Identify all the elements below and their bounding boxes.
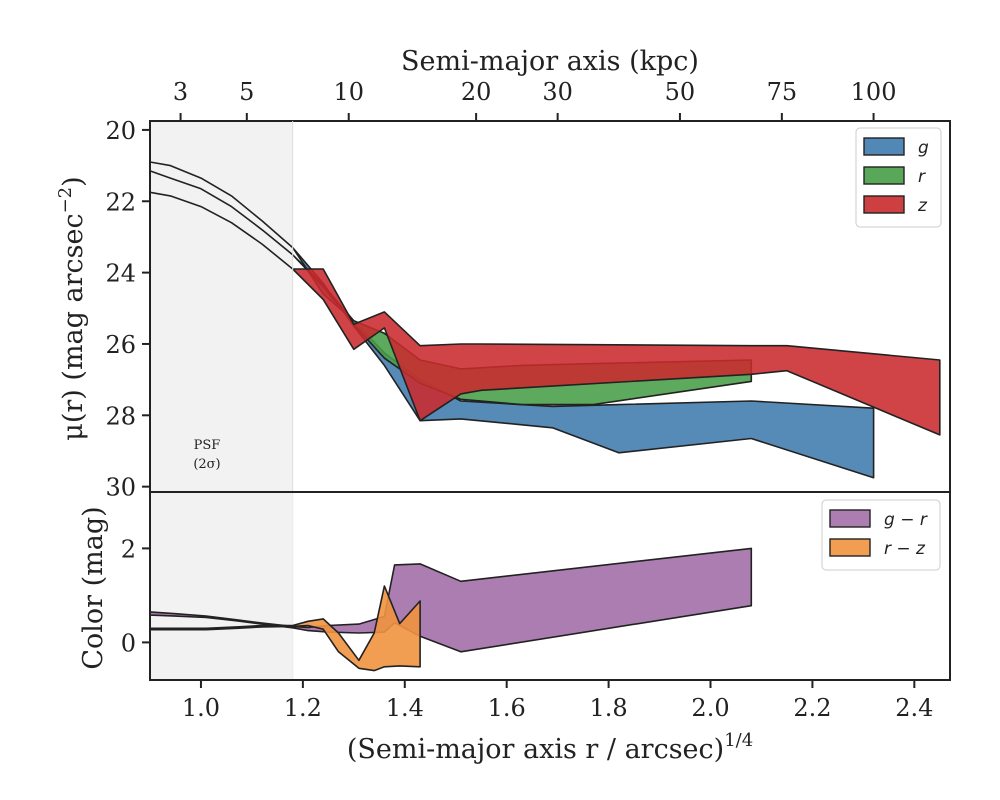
top-y-axis-label: μ(r) (mag arcsec−2): [55, 176, 89, 440]
legend-label: r: [918, 167, 926, 187]
band-g: [149, 161, 875, 479]
ylabel-close: ): [58, 176, 89, 187]
top-ytick-label: 30: [105, 474, 136, 502]
bottom-xtick-label: 2.2: [793, 694, 831, 722]
bottom-ytick-label: 0: [121, 629, 136, 657]
bottom-ytick-label: 2: [121, 535, 136, 563]
legend-label: g − r: [884, 510, 928, 530]
legend-swatch: [863, 166, 905, 185]
bottom-xtick-label: 1.0: [182, 694, 220, 722]
ylabel-exponent: −2: [55, 187, 76, 214]
legend-swatch: [863, 137, 905, 156]
legend-label: r − z: [884, 539, 926, 559]
bottom-xtick-label: 1.4: [386, 694, 424, 722]
top-x-ticks-kpc: 3 5 10 20 30 50 75 100: [173, 78, 897, 121]
color-panel: 02 1.0 1.2 1.4 1.6 1.8 2.0 2.2 2.4 g − rr − z C…: [78, 491, 951, 765]
ylabel-main: μ(r) (mag arcsec: [58, 213, 89, 440]
kpc-tick-label: 50: [665, 78, 696, 106]
xlabel-main: (Semi-major axis r / arcsec): [347, 734, 724, 765]
bottom-legend: g − r r − z: [821, 499, 941, 571]
kpc-tick-label: 5: [239, 78, 254, 106]
color-bands: [149, 547, 753, 672]
bottom-x-axis-label: (Semi-major axis r / arcsec)1/4: [347, 730, 753, 765]
top-y-ticks: 20 22 24 26 28 30: [105, 117, 150, 502]
bottom-y-axis-label: Color (mag): [78, 506, 109, 669]
bottom-xtick-label: 1.6: [488, 694, 526, 722]
psf-label-sigma: (2σ): [193, 457, 220, 472]
band-rz: [149, 585, 421, 672]
psf-shaded-region-color: [150, 492, 293, 680]
psf-label: PSF: [194, 438, 221, 453]
legend-swatch: [863, 195, 905, 214]
legend-swatch: [829, 509, 871, 528]
bottom-x-ticks: 1.0 1.2 1.4 1.6 1.8 2.0 2.2 2.4: [182, 680, 933, 722]
legend-label: z: [917, 196, 928, 216]
top-ytick-label: 20: [105, 117, 136, 145]
kpc-tick-label: 20: [461, 78, 492, 106]
bottom-xtick-label: 2.0: [691, 694, 729, 722]
top-ytick-label: 26: [105, 331, 136, 359]
kpc-tick-label: 10: [333, 78, 364, 106]
xlabel-exponent: 1/4: [724, 730, 753, 751]
kpc-tick-label: 100: [851, 78, 897, 106]
bottom-xtick-label: 2.4: [895, 694, 933, 722]
bottom-panel-frame: [149, 491, 951, 681]
kpc-tick-label: 3: [173, 78, 188, 106]
kpc-tick-label: 30: [542, 78, 573, 106]
legend-label: g: [918, 138, 929, 158]
kpc-tick-label: 75: [767, 78, 798, 106]
top-ytick-label: 28: [105, 402, 136, 430]
bottom-xtick-label: 1.2: [284, 694, 322, 722]
bottom-xtick-label: 1.8: [590, 694, 628, 722]
legend-swatch: [829, 538, 871, 557]
bottom-y-ticks: 02: [121, 535, 150, 657]
top-legend: grz: [855, 127, 942, 228]
top-ytick-label: 22: [105, 188, 136, 216]
band-z: [149, 191, 941, 436]
top-x-axis-label: Semi-major axis (kpc): [401, 46, 699, 77]
psf-shaded-region: [150, 121, 293, 492]
surface-brightness-bands: [149, 161, 941, 479]
top-ytick-label: 24: [105, 260, 136, 288]
